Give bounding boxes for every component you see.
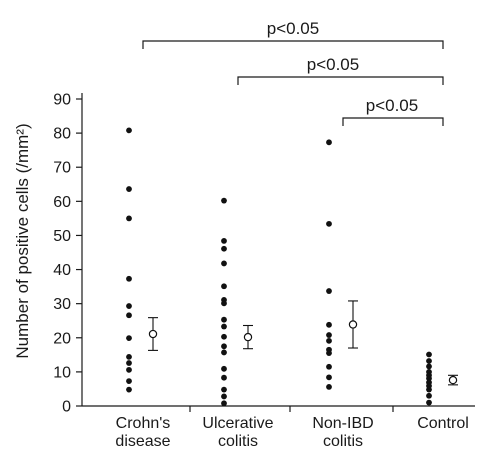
data-point-g1-11 — [126, 378, 132, 384]
data-point-g1-9 — [126, 360, 132, 366]
data-point-g3-9 — [326, 363, 332, 370]
data-point-g3-8 — [326, 350, 332, 357]
data-point-g2-12 — [221, 349, 227, 356]
data-point-g4-3 — [426, 363, 432, 370]
data-point-g1-12 — [126, 386, 132, 393]
category-label-1-line2: disease — [115, 433, 170, 450]
significance-bracket-3 — [342, 117, 444, 126]
mean-marker-g1 — [148, 329, 158, 339]
significance-label-2: p<0.05 — [307, 55, 359, 74]
data-point-g3-3 — [326, 288, 332, 294]
data-point-g4-1 — [426, 351, 432, 358]
data-point-g3-10 — [326, 374, 332, 381]
y-tick-label-70: 70 — [53, 160, 71, 177]
data-point-g2-2 — [221, 238, 227, 244]
y-tick-label-50: 50 — [53, 228, 71, 245]
data-point-g2-1 — [221, 197, 227, 204]
data-point-g2-16 — [221, 393, 227, 400]
data-point-g1-10 — [126, 366, 132, 373]
category-label-2-line1: Ulcerative — [202, 415, 273, 432]
category-label-2-line2: colitis — [218, 433, 258, 450]
data-point-g2-8 — [221, 316, 227, 323]
data-point-g1-7 — [126, 335, 132, 342]
significance-label-3: p<0.05 — [366, 96, 418, 115]
data-point-g3-11 — [326, 383, 332, 390]
data-point-g2-9 — [221, 323, 227, 330]
data-point-g3-2 — [326, 220, 332, 227]
data-point-g3-6 — [326, 337, 332, 344]
category-label-3-line1: Non-IBD — [312, 415, 373, 432]
y-tick-label-90: 90 — [53, 92, 71, 109]
data-point-g4-6 — [426, 375, 432, 382]
data-point-g4-9 — [426, 386, 432, 393]
data-point-g4-2 — [426, 358, 432, 364]
y-tick-label-20: 20 — [53, 330, 71, 347]
data-point-g3-1 — [326, 139, 332, 146]
y-tick-label-60: 60 — [53, 194, 71, 211]
data-point-g2-7 — [221, 300, 227, 307]
y-tick-label-30: 30 — [53, 296, 71, 313]
data-point-g1-1 — [126, 127, 132, 134]
data-point-g2-5 — [221, 283, 227, 290]
y-axis-label: Number of positive cells (/mm²) — [13, 123, 32, 358]
data-point-g4-10 — [426, 392, 432, 399]
category-label-3-line2: colitis — [323, 433, 363, 450]
data-point-g3-4 — [326, 321, 332, 328]
significance-label-1: p<0.05 — [267, 19, 319, 38]
data-point-g2-13 — [221, 365, 227, 372]
data-point-g2-4 — [221, 260, 227, 267]
y-tick-label-40: 40 — [53, 262, 71, 279]
data-point-g2-15 — [221, 386, 227, 393]
data-point-g1-8 — [126, 353, 132, 360]
data-point-g2-14 — [221, 374, 227, 381]
data-point-g2-10 — [221, 333, 227, 340]
data-point-g2-3 — [221, 245, 227, 252]
data-point-g3-5 — [326, 332, 332, 338]
data-point-g1-6 — [126, 312, 132, 319]
data-point-g2-11 — [221, 343, 227, 350]
category-label-4-line1: Control — [417, 415, 469, 432]
mean-marker-g3 — [348, 320, 358, 329]
data-point-g1-5 — [126, 303, 132, 309]
significance-bracket-1 — [142, 40, 444, 49]
data-point-g1-4 — [126, 275, 132, 282]
y-tick-label-10: 10 — [53, 364, 71, 381]
y-tick-label-80: 80 — [53, 126, 71, 143]
y-tick-label-0: 0 — [62, 399, 71, 416]
mean-marker-g4 — [448, 375, 458, 385]
data-point-g1-3 — [126, 215, 132, 222]
data-point-g4-11 — [426, 399, 432, 406]
data-point-g1-2 — [126, 186, 132, 192]
data-point-g2-17 — [221, 400, 227, 407]
significance-bracket-2 — [237, 76, 444, 85]
mean-marker-g2 — [243, 332, 253, 342]
category-label-1-line1: Crohn's — [116, 415, 171, 432]
